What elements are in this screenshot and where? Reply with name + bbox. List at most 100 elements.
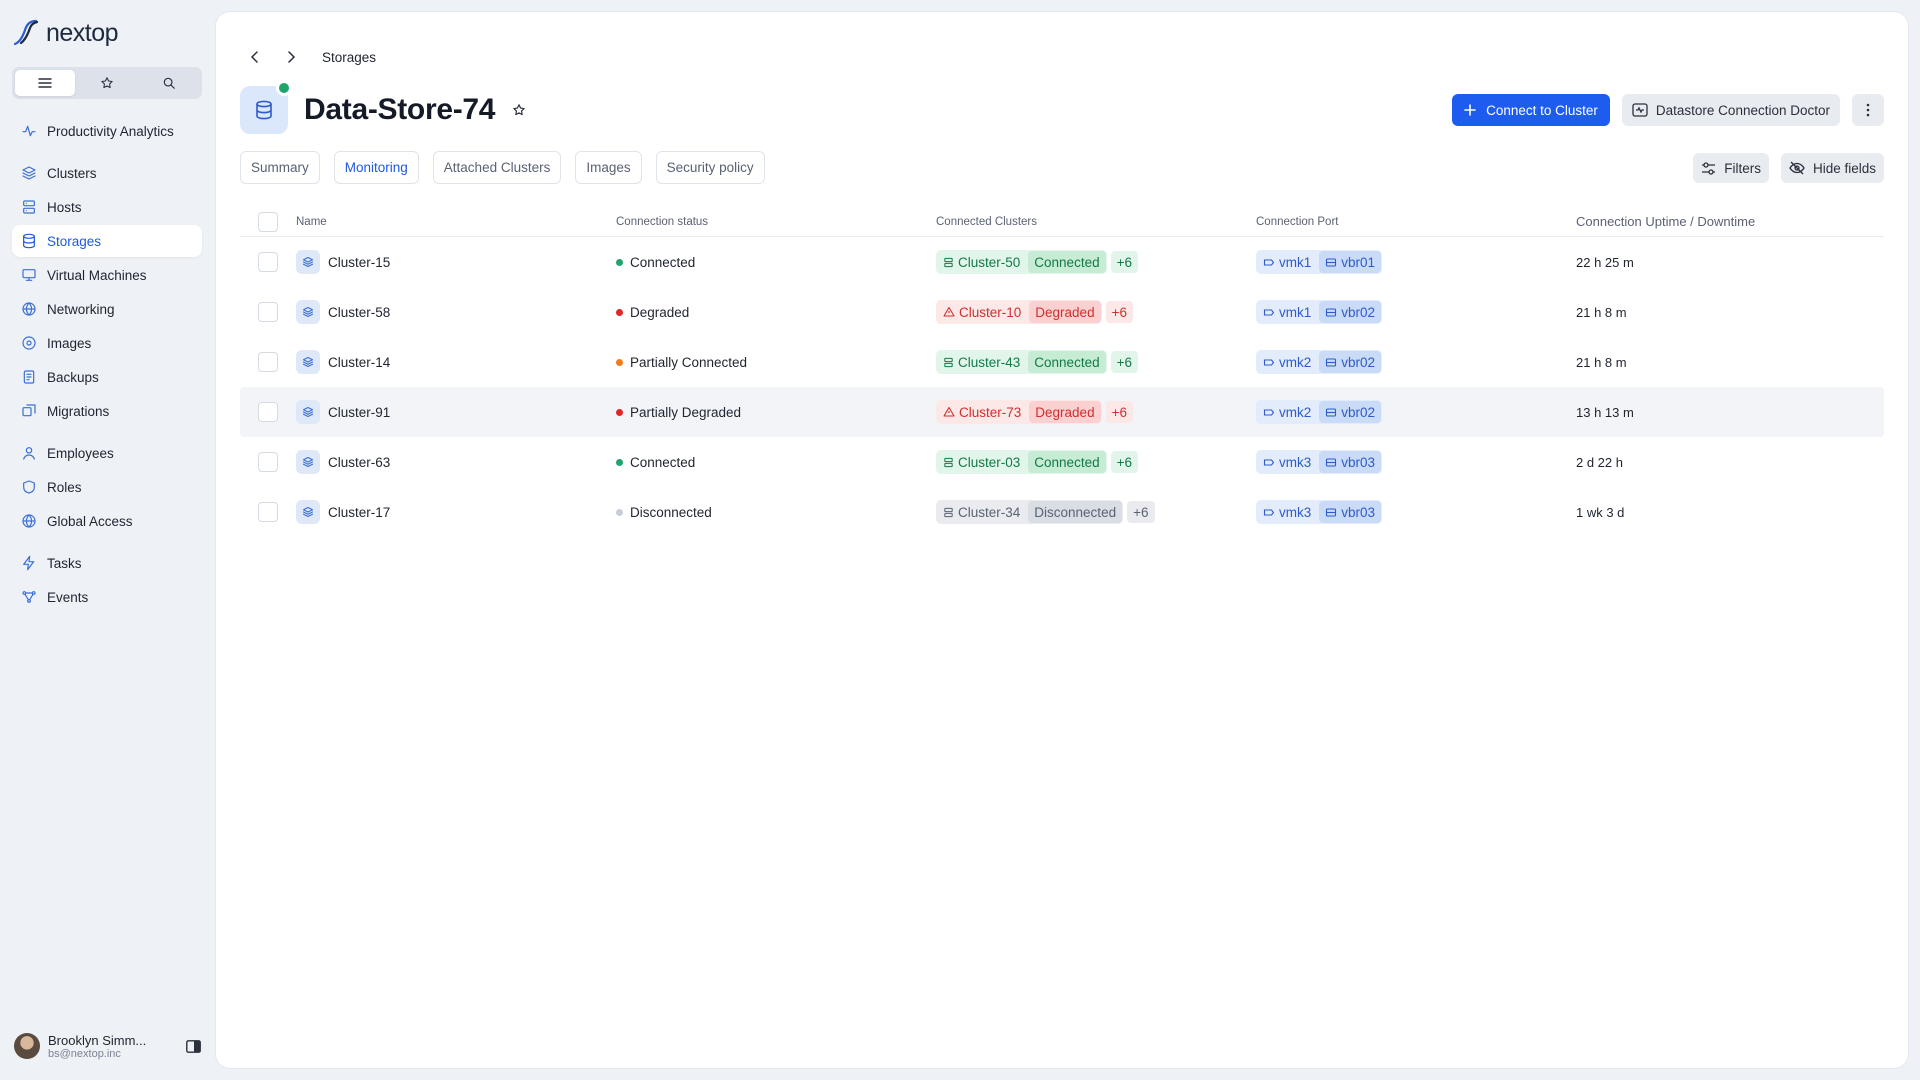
server-icon <box>943 357 954 368</box>
connected-cluster-chip[interactable]: Cluster-03 Connected <box>936 450 1107 474</box>
sliders-icon <box>1702 161 1716 175</box>
more-clusters-badge[interactable]: +6 <box>1105 301 1133 323</box>
cluster-name[interactable]: Cluster-91 <box>328 404 391 420</box>
select-all-checkbox[interactable] <box>258 211 278 232</box>
cluster-name[interactable]: Cluster-63 <box>328 454 391 470</box>
layers-icon <box>21 165 37 181</box>
connected-cluster-state: Connected <box>1028 451 1106 473</box>
row-checkbox[interactable] <box>258 452 278 472</box>
table-row[interactable]: Cluster-15 Connected Cluster-50 Connecte… <box>240 237 1884 287</box>
connected-cluster-chip[interactable]: Cluster-43 Connected <box>936 350 1107 374</box>
connected-cluster-chip[interactable]: Cluster-10 Degraded <box>936 300 1102 324</box>
column-header-name[interactable]: Name <box>296 215 327 228</box>
search-view-button[interactable] <box>139 70 199 96</box>
cluster-name[interactable]: Cluster-14 <box>328 354 391 370</box>
tab-attached-clusters[interactable]: Attached Clusters <box>432 151 562 184</box>
tab-summary[interactable]: Summary <box>240 151 320 184</box>
row-checkbox[interactable] <box>258 252 278 272</box>
row-checkbox[interactable] <box>258 502 278 522</box>
table-row[interactable]: Cluster-58 Degraded Cluster-10 Degraded … <box>240 287 1884 337</box>
sidebar-item-tasks[interactable]: Tasks <box>12 547 202 579</box>
logo[interactable]: nextop <box>12 14 202 52</box>
status-cell: Partially Degraded <box>616 405 936 420</box>
connected-cluster-chip[interactable]: Cluster-73 Degraded <box>936 400 1102 424</box>
table-row[interactable]: Cluster-63 Connected Cluster-03 Connecte… <box>240 437 1884 487</box>
user-profile[interactable]: Brooklyn Simm... bs@nextop.inc <box>14 1026 202 1066</box>
column-header-port[interactable]: Connection Port <box>1256 215 1339 228</box>
vmk-chip: vmk3 <box>1257 451 1317 473</box>
connected-cluster-chip[interactable]: Cluster-50 Connected <box>936 250 1107 274</box>
forward-button[interactable] <box>282 48 300 66</box>
sidebar-item-virtual-machines[interactable]: Virtual Machines <box>12 259 202 291</box>
port-chip[interactable]: vmk1 vbr01 <box>1256 250 1383 274</box>
user-email: bs@nextop.inc <box>48 1047 121 1060</box>
port-chip[interactable]: vmk3 vbr03 <box>1256 450 1383 474</box>
port-chip[interactable]: vmk1 vbr02 <box>1256 300 1383 324</box>
column-header-status[interactable]: Connection status <box>616 215 709 228</box>
sidebar-toggle-button[interactable] <box>184 1037 202 1055</box>
sidebar-item-images[interactable]: Images <box>12 327 202 359</box>
sidebar-item-storages[interactable]: Storages <box>12 225 202 257</box>
sidebar-view-switch <box>12 67 202 99</box>
connected-cluster-name-chip: Cluster-10 <box>937 301 1027 323</box>
more-clusters-badge[interactable]: +6 <box>1110 251 1138 273</box>
favorites-view-button[interactable] <box>77 70 137 96</box>
sidebar-item-clusters[interactable]: Clusters <box>12 157 202 189</box>
table-row[interactable]: Cluster-91 Partially Degraded Cluster-73… <box>240 387 1884 437</box>
tab-images[interactable]: Images <box>575 151 642 184</box>
back-button[interactable] <box>246 48 264 66</box>
more-clusters-badge[interactable]: +6 <box>1110 351 1138 373</box>
more-clusters-badge[interactable]: +6 <box>1110 451 1138 473</box>
vmk-chip: vmk2 <box>1257 401 1317 423</box>
user-info: Brooklyn Simm... bs@nextop.inc <box>48 1033 176 1060</box>
sidebar-item-label: Global Access <box>47 513 133 529</box>
port-chip[interactable]: vmk3 vbr03 <box>1256 500 1383 524</box>
connect-to-cluster-button[interactable]: Connect to Cluster <box>1452 94 1610 126</box>
port-chip[interactable]: vmk2 vbr02 <box>1256 350 1383 374</box>
sidebar-item-label: Events <box>47 589 89 605</box>
sidebar-item-backups[interactable]: Backups <box>12 361 202 393</box>
sidebar-item-events[interactable]: Events <box>12 581 202 613</box>
sidebar-item-roles[interactable]: Roles <box>12 471 202 503</box>
row-checkbox[interactable] <box>258 402 278 422</box>
more-clusters-badge[interactable]: +6 <box>1127 501 1155 523</box>
status-text: Degraded <box>630 304 690 320</box>
star-icon <box>101 77 113 89</box>
tab-security-policy[interactable]: Security policy <box>655 151 765 184</box>
more-options-button[interactable] <box>1852 94 1884 126</box>
table-row[interactable]: Cluster-14 Partially Connected Cluster-4… <box>240 337 1884 387</box>
cluster-name[interactable]: Cluster-15 <box>328 254 391 270</box>
sidebar-item-networking[interactable]: Networking <box>12 293 202 325</box>
tab-monitoring[interactable]: Monitoring <box>333 151 419 184</box>
connected-cluster-chip[interactable]: Cluster-34 Disconnected <box>936 500 1124 524</box>
status-dot <box>616 308 623 316</box>
cluster-name[interactable]: Cluster-17 <box>328 504 391 520</box>
connected-clusters-cell: Cluster-10 Degraded +6 <box>936 300 1256 324</box>
connection-doctor-button[interactable]: Datastore Connection Doctor <box>1621 94 1840 126</box>
activity-icon <box>21 123 37 139</box>
sidebar-item-employees[interactable]: Employees <box>12 437 202 469</box>
menu-view-button[interactable] <box>15 70 75 96</box>
connection-doctor-label: Datastore Connection Doctor <box>1655 102 1830 118</box>
vmk-chip: vmk3 <box>1257 501 1317 523</box>
sidebar-item-migrations[interactable]: Migrations <box>12 395 202 427</box>
globe-icon <box>21 301 37 317</box>
status-dot <box>276 80 292 96</box>
sidebar-item-hosts[interactable]: Hosts <box>12 191 202 223</box>
hide-fields-button[interactable]: Hide fields <box>1780 153 1884 183</box>
favorite-button[interactable] <box>509 100 529 120</box>
breadcrumb[interactable]: Storages <box>322 49 377 65</box>
filters-button[interactable]: Filters <box>1693 153 1769 183</box>
table-row[interactable]: Cluster-17 Disconnected Cluster-34 Disco… <box>240 487 1884 537</box>
row-checkbox[interactable] <box>258 302 278 322</box>
cluster-name[interactable]: Cluster-58 <box>328 304 391 320</box>
port-chip[interactable]: vmk2 vbr02 <box>1256 400 1383 424</box>
column-header-uptime[interactable]: Connection Uptime / Downtime <box>1576 214 1756 229</box>
sidebar-item-productivity-analytics[interactable]: Productivity Analytics <box>12 115 202 147</box>
sidebar-item-global-access[interactable]: Global Access <box>12 505 202 537</box>
table-tools: Filters Hide fields <box>1693 153 1884 183</box>
column-header-clusters[interactable]: Connected Clusters <box>936 215 1037 228</box>
more-clusters-badge[interactable]: +6 <box>1105 401 1133 423</box>
cluster-icon <box>296 250 320 274</box>
row-checkbox[interactable] <box>258 352 278 372</box>
